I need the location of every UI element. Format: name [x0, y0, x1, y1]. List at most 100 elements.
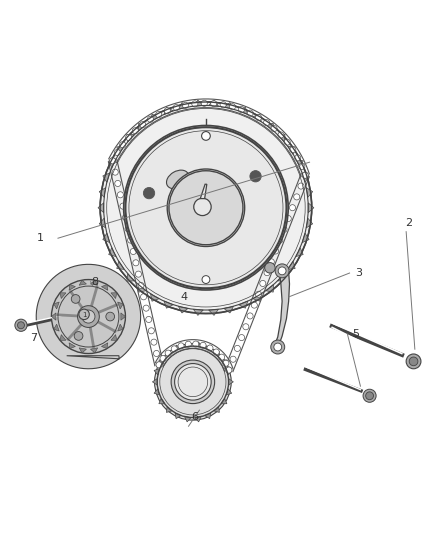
Polygon shape — [99, 218, 106, 228]
Polygon shape — [117, 261, 124, 269]
Polygon shape — [102, 285, 108, 290]
Circle shape — [363, 389, 376, 402]
Circle shape — [167, 169, 245, 246]
Polygon shape — [208, 100, 219, 106]
Circle shape — [200, 342, 206, 349]
Polygon shape — [239, 301, 248, 308]
Polygon shape — [164, 301, 173, 308]
Circle shape — [264, 119, 270, 126]
Circle shape — [114, 149, 120, 156]
Polygon shape — [221, 398, 227, 404]
Circle shape — [193, 341, 199, 347]
Circle shape — [79, 309, 89, 320]
Circle shape — [151, 339, 157, 345]
Circle shape — [213, 349, 219, 355]
Circle shape — [290, 147, 296, 153]
Circle shape — [120, 142, 126, 148]
Polygon shape — [266, 285, 273, 292]
Circle shape — [126, 134, 132, 141]
Text: 1: 1 — [37, 233, 44, 243]
Circle shape — [271, 340, 285, 354]
Circle shape — [124, 125, 288, 290]
Polygon shape — [152, 378, 157, 385]
Polygon shape — [127, 273, 134, 281]
Polygon shape — [208, 309, 219, 316]
Circle shape — [298, 183, 304, 189]
Polygon shape — [54, 302, 59, 309]
Text: 4: 4 — [180, 292, 188, 302]
Circle shape — [366, 392, 374, 400]
Polygon shape — [90, 280, 98, 285]
Polygon shape — [214, 351, 219, 357]
Polygon shape — [184, 416, 191, 422]
Circle shape — [140, 122, 146, 128]
Circle shape — [302, 172, 308, 178]
Polygon shape — [117, 146, 124, 155]
Circle shape — [112, 169, 118, 175]
Polygon shape — [296, 159, 303, 168]
Polygon shape — [69, 285, 75, 290]
Circle shape — [78, 305, 99, 327]
Circle shape — [201, 100, 207, 107]
Circle shape — [238, 107, 244, 112]
Circle shape — [123, 214, 129, 221]
Polygon shape — [138, 285, 146, 292]
Text: 1: 1 — [82, 312, 86, 318]
Polygon shape — [109, 248, 116, 256]
Polygon shape — [272, 266, 290, 351]
Polygon shape — [239, 107, 248, 115]
Circle shape — [138, 282, 144, 288]
Circle shape — [194, 198, 211, 215]
Polygon shape — [306, 188, 313, 197]
Circle shape — [234, 345, 240, 351]
Circle shape — [148, 328, 154, 334]
Circle shape — [272, 248, 279, 254]
Circle shape — [226, 367, 232, 373]
Circle shape — [255, 115, 261, 120]
Circle shape — [268, 259, 274, 265]
Circle shape — [211, 101, 217, 107]
Polygon shape — [221, 360, 227, 366]
Polygon shape — [175, 345, 181, 351]
Polygon shape — [193, 309, 203, 316]
Text: 6: 6 — [191, 411, 198, 422]
Circle shape — [141, 294, 147, 300]
Circle shape — [125, 226, 131, 232]
Text: 8: 8 — [92, 277, 99, 287]
Circle shape — [406, 354, 421, 369]
Polygon shape — [79, 348, 86, 353]
Polygon shape — [159, 360, 165, 366]
Circle shape — [110, 158, 116, 164]
Polygon shape — [90, 348, 98, 353]
Ellipse shape — [166, 170, 189, 189]
Polygon shape — [36, 264, 141, 369]
Polygon shape — [102, 343, 108, 349]
Circle shape — [82, 310, 95, 323]
Circle shape — [120, 203, 126, 209]
Circle shape — [247, 313, 253, 319]
Polygon shape — [154, 389, 160, 395]
Polygon shape — [288, 261, 295, 269]
Circle shape — [175, 364, 211, 400]
Polygon shape — [229, 378, 233, 385]
Polygon shape — [200, 184, 207, 199]
Polygon shape — [60, 293, 66, 298]
Text: 2: 2 — [405, 218, 412, 228]
Circle shape — [133, 260, 139, 266]
Polygon shape — [178, 306, 188, 313]
Polygon shape — [98, 203, 104, 213]
Circle shape — [164, 108, 170, 114]
Circle shape — [223, 360, 229, 366]
Polygon shape — [193, 100, 203, 106]
Circle shape — [302, 172, 308, 178]
Polygon shape — [296, 248, 303, 256]
Circle shape — [110, 158, 116, 164]
Polygon shape — [224, 306, 233, 313]
Circle shape — [226, 367, 232, 373]
Circle shape — [171, 360, 215, 403]
Circle shape — [165, 350, 171, 356]
Circle shape — [277, 237, 283, 243]
Polygon shape — [178, 102, 188, 109]
Circle shape — [74, 332, 83, 340]
Circle shape — [171, 346, 177, 352]
